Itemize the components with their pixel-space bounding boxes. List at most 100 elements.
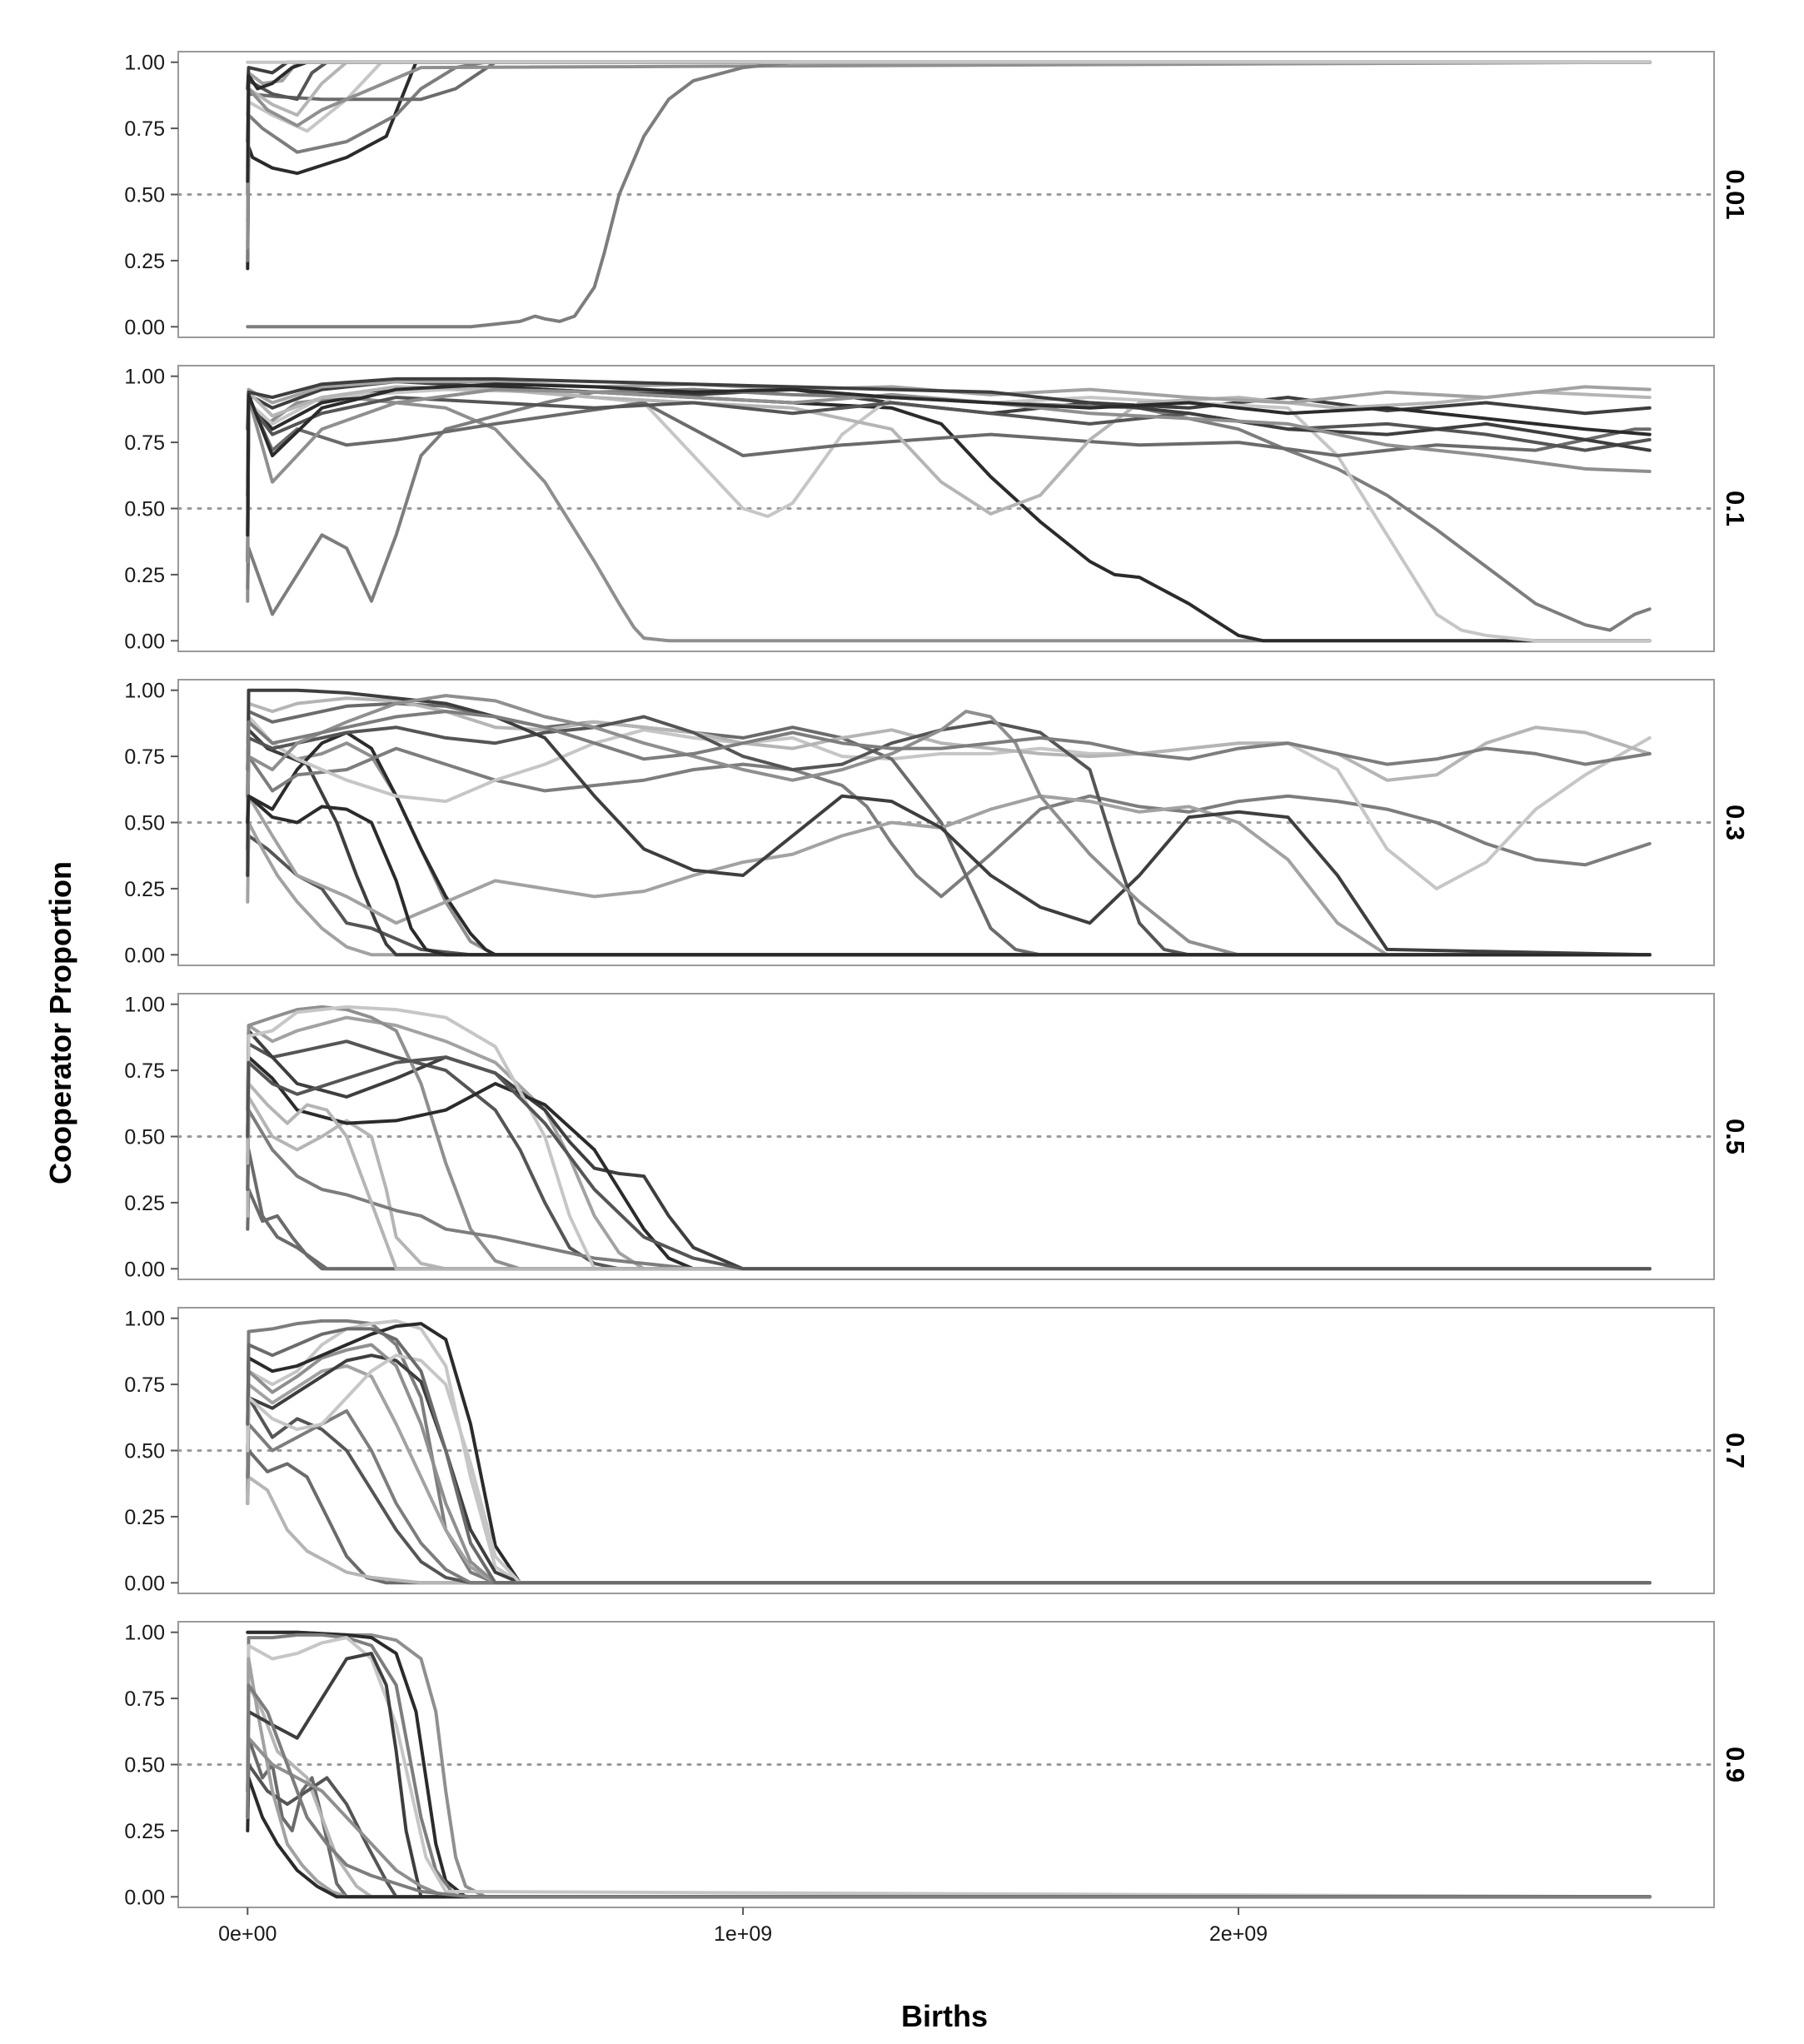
series-line-1 — [246, 60, 1652, 262]
series-line-5 — [246, 746, 1652, 899]
y-tick-label: 1.00 — [124, 1308, 165, 1331]
series-line-10 — [246, 60, 1652, 329]
y-tick-label: 1.00 — [124, 680, 165, 703]
x-axis-title: Births — [901, 1999, 988, 2033]
facet-label: 0.7 — [1721, 1433, 1750, 1468]
series-line-11 — [246, 1055, 1652, 1271]
y-tick-label: 0.50 — [124, 812, 165, 835]
series-line-10 — [246, 1082, 1652, 1271]
series-line-12 — [246, 694, 1652, 957]
y-tick-label: 0.75 — [124, 1373, 165, 1397]
facet-panel-0: 0.00 0.25 0.50 0.75 1.00 0.01 — [124, 51, 1750, 339]
y-tick-label: 0.25 — [124, 250, 165, 273]
panels-layer: 0.00 0.25 0.50 0.75 1.00 0.01 0.00 0.25 0.50 0.75… — [124, 51, 1750, 1946]
series-line-7 — [246, 1657, 1652, 1899]
y-tick-label: 0.25 — [124, 1192, 165, 1215]
series-line-9 — [246, 715, 1652, 957]
series-line-3 — [246, 1636, 1652, 1899]
facet-panel-5: 0.00 0.25 0.50 0.75 1.00 0e+00 1e+09 2e+09 0.9 — [124, 1621, 1750, 1946]
series-line-4 — [246, 730, 1652, 957]
y-tick-label: 0.50 — [124, 1440, 165, 1463]
series-group — [246, 1630, 1652, 1899]
series-line-7 — [246, 1108, 1652, 1271]
series-line-10 — [246, 1354, 1652, 1585]
y-tick-label: 0.25 — [124, 1820, 165, 1843]
series-line-1 — [246, 1630, 1652, 1899]
series-line-11 — [246, 1683, 1652, 1899]
series-line-1 — [246, 396, 1652, 643]
series-line-1 — [246, 820, 1652, 957]
facet-label: 0.01 — [1721, 169, 1750, 219]
series-line-8 — [246, 696, 1652, 782]
series-line-6 — [246, 1354, 1652, 1585]
facet-label: 0.5 — [1721, 1119, 1750, 1154]
series-line-9 — [246, 1408, 1652, 1585]
series-line-0 — [246, 1188, 1652, 1271]
series-line-8 — [246, 1652, 1652, 1899]
series-group — [246, 1319, 1652, 1585]
y-tick-label: 0.50 — [124, 184, 165, 207]
y-tick-label: 1.00 — [124, 994, 165, 1017]
y-tick-label: 0.75 — [124, 431, 165, 455]
series-group — [246, 60, 1652, 329]
series-line-5 — [246, 1363, 1652, 1585]
series-line-11 — [246, 1327, 1652, 1585]
series-line-8 — [246, 1322, 1652, 1585]
series-line-5 — [246, 396, 1652, 537]
x-tick-label: 1e+09 — [714, 1922, 772, 1946]
y-tick-label: 1.00 — [124, 52, 165, 75]
y-tick-label: 0.75 — [124, 1688, 165, 1711]
facet-panel-1: 0.00 0.25 0.50 0.75 1.00 0.1 — [124, 365, 1750, 653]
x-tick-label: 2e+09 — [1209, 1922, 1268, 1946]
facet-label: 0.1 — [1721, 491, 1750, 526]
series-line-4 — [246, 1736, 1652, 1899]
y-tick-label: 1.00 — [124, 366, 165, 389]
y-tick-label: 0.50 — [124, 1754, 165, 1777]
facet-label: 0.3 — [1721, 805, 1750, 840]
series-group — [246, 1005, 1652, 1271]
y-tick-label: 0.00 — [124, 1572, 165, 1595]
series-line-4 — [246, 1029, 1652, 1271]
series-line-4 — [246, 387, 1652, 643]
series-line-2 — [246, 385, 1652, 643]
series-line-13 — [246, 794, 1652, 957]
series-line-6 — [246, 385, 1652, 516]
series-line-10 — [246, 794, 1652, 957]
series-line-9 — [246, 1148, 1652, 1271]
y-tick-label: 0.50 — [124, 498, 165, 521]
facet-label: 0.9 — [1721, 1747, 1750, 1782]
y-tick-label: 0.00 — [124, 1258, 165, 1281]
series-line-10 — [246, 1776, 1652, 1899]
series-line-7 — [246, 1343, 1652, 1585]
y-tick-label: 0.75 — [124, 745, 165, 769]
facet-panel-3: 0.00 0.25 0.50 0.75 1.00 0.5 — [124, 993, 1750, 1281]
y-tick-label: 0.25 — [124, 878, 165, 901]
series-line-3 — [246, 387, 1652, 632]
series-line-3 — [246, 1475, 1652, 1585]
y-tick-label: 0.00 — [124, 944, 165, 967]
series-line-2 — [246, 1448, 1652, 1585]
y-tick-label: 0.25 — [124, 1506, 165, 1529]
series-line-9 — [246, 376, 1652, 452]
series-line-11 — [246, 382, 1652, 537]
series-line-5 — [246, 1005, 1652, 1271]
y-tick-label: 0.00 — [124, 1886, 165, 1909]
series-line-1 — [246, 1094, 1652, 1271]
y-tick-label: 0.75 — [124, 117, 165, 141]
series-line-8 — [246, 1005, 1652, 1271]
series-line-4 — [246, 1396, 1652, 1585]
facet-panel-2: 0.00 0.25 0.50 0.75 1.00 0.3 — [124, 679, 1750, 967]
series-line-14 — [246, 710, 1652, 771]
series-line-11 — [246, 688, 1652, 957]
series-group — [246, 688, 1652, 957]
y-tick-label: 0.00 — [124, 630, 165, 653]
series-line-9 — [246, 1736, 1652, 1899]
series-line-1 — [246, 1319, 1652, 1585]
y-axis-title: Cooperator Proportion — [43, 861, 77, 1184]
series-line-5 — [246, 1683, 1652, 1899]
series-group — [246, 376, 1652, 643]
series-line-10 — [246, 387, 1652, 563]
x-tick-label: 0e+00 — [218, 1922, 277, 1946]
series-line-8 — [246, 60, 1652, 249]
